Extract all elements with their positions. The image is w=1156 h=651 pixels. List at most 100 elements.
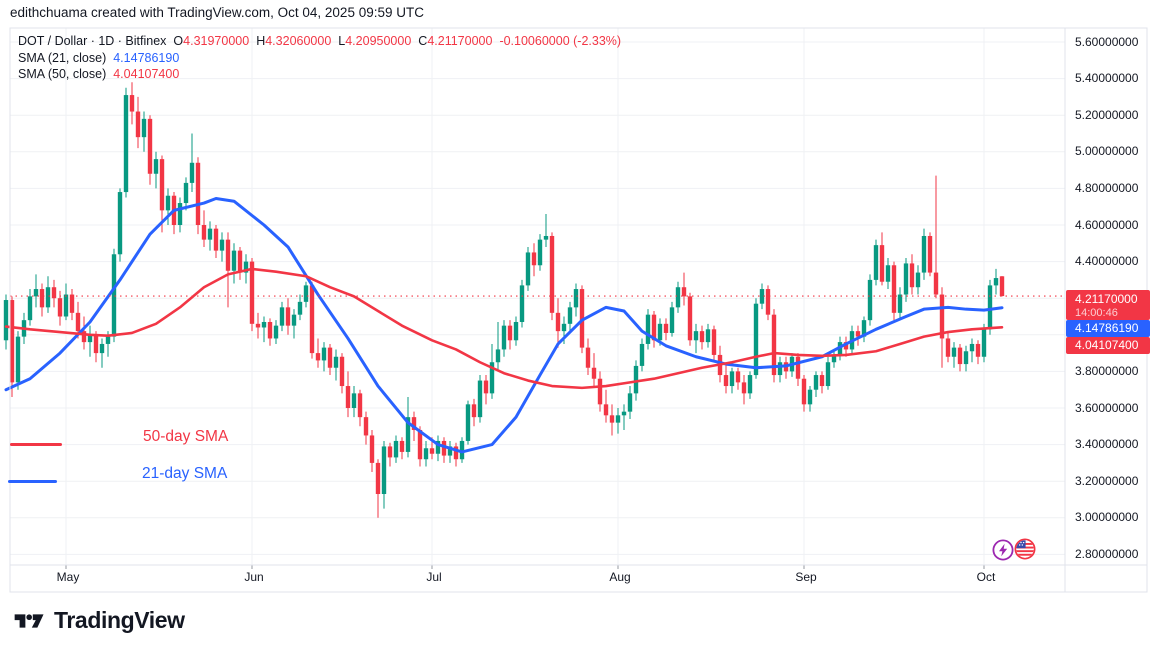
close-value: C4.21170000 — [418, 34, 493, 48]
candle-body — [873, 245, 879, 280]
candle-body — [237, 250, 243, 273]
candle-body — [987, 285, 993, 330]
price-tick-label: 3.20000000 — [1075, 473, 1139, 488]
candle-body — [735, 371, 741, 383]
sma21-row: SMA (21, close) 4.14786190 — [18, 50, 621, 67]
candle-body — [231, 250, 237, 271]
price-tick-label: 4.80000000 — [1075, 180, 1139, 195]
candle-body — [393, 440, 399, 458]
candle-body — [951, 347, 957, 357]
candle-body — [615, 415, 621, 423]
candle-body — [459, 440, 465, 460]
candle-body — [603, 404, 609, 416]
candle-body — [471, 404, 477, 418]
candle-body — [759, 289, 765, 304]
candle-body — [351, 393, 357, 408]
candle-body — [357, 393, 363, 418]
candle-body — [261, 321, 267, 328]
chart-legend-header: DOT / Dollar · 1D · Bitfinex O4.31970000… — [18, 33, 621, 83]
candle-body — [465, 404, 471, 441]
candle-body — [195, 162, 201, 225]
candle-body — [621, 411, 627, 416]
candle-body — [957, 347, 963, 365]
candle-body — [399, 440, 405, 452]
candle-body — [573, 289, 579, 308]
candle-body — [561, 323, 567, 332]
candle-body — [885, 265, 891, 282]
candle-body — [117, 192, 123, 255]
candle-body — [609, 415, 615, 423]
candle-body — [993, 278, 999, 286]
candle-body — [639, 343, 645, 366]
candle-body — [309, 285, 315, 354]
candle-body — [135, 111, 141, 138]
candle-body — [213, 228, 219, 251]
candle-body — [417, 429, 423, 460]
price-tick-label: 3.00000000 — [1075, 510, 1139, 525]
sma50-label: SMA (50, close) — [18, 67, 107, 81]
open-value: O4.31970000 — [173, 34, 250, 48]
candle-body — [981, 329, 987, 357]
candle-body — [651, 314, 657, 341]
attribution-text: edithchuama created with TradingView.com… — [10, 5, 424, 20]
candle-body — [339, 356, 345, 387]
price-tick-label: 3.80000000 — [1075, 363, 1139, 378]
candle-body — [111, 254, 117, 337]
candle-body — [51, 287, 57, 299]
candle-body — [291, 314, 297, 326]
price-tick-label: 5.00000000 — [1075, 144, 1139, 159]
low-value: L4.20950000 — [338, 34, 412, 48]
candle-body — [693, 331, 699, 341]
candle-body — [69, 294, 75, 313]
badge-price-text: 4.04107400 — [1075, 338, 1139, 353]
candle-body — [477, 380, 483, 418]
sma50-value: 4.04107400 — [113, 67, 180, 81]
countdown-timer: 14:00:46 — [1075, 306, 1118, 319]
candle-body — [315, 353, 321, 361]
badge-price-text: 4.14786190 — [1075, 321, 1139, 336]
candle-body — [255, 323, 261, 328]
candle-body — [381, 446, 387, 495]
candle-body — [891, 265, 897, 313]
tradingview-logo[interactable]: TradingView — [13, 607, 185, 634]
candle-body — [777, 362, 783, 376]
candle-body — [303, 285, 309, 302]
candle-body — [531, 252, 537, 266]
candle-body — [81, 331, 87, 343]
symbol-row: DOT / Dollar · 1D · Bitfinex O4.31970000… — [18, 33, 621, 50]
candle-body — [711, 329, 717, 355]
candle-body — [123, 95, 129, 193]
tradingview-logo-mark — [14, 613, 44, 628]
candle-body — [105, 336, 111, 344]
candle-body — [369, 435, 375, 463]
candle-body — [45, 287, 51, 308]
us-flag-icon[interactable] — [1014, 538, 1036, 560]
sma21-price-badge: 4.14786190 — [1066, 320, 1150, 338]
candle-body — [723, 375, 729, 387]
candle-body — [75, 312, 81, 332]
candle-body — [279, 307, 285, 326]
candle-body — [921, 235, 927, 273]
candle-body — [411, 417, 417, 430]
candle-body — [705, 329, 711, 343]
badge-price-text: 4.21170000 — [1075, 291, 1138, 306]
high-value: H4.32060000 — [256, 34, 332, 48]
candle-body — [333, 356, 339, 368]
sma50-line — [4, 267, 1004, 390]
candle-body — [435, 440, 441, 454]
candle-body — [801, 378, 807, 405]
candle-body — [585, 347, 591, 368]
candle-body — [939, 294, 945, 339]
candle-body — [321, 347, 327, 361]
price-tick-label: 5.20000000 — [1075, 107, 1139, 122]
lightning-icon[interactable] — [992, 539, 1014, 561]
candle-body — [63, 294, 69, 317]
candle-body — [537, 239, 543, 266]
candle-body — [753, 303, 759, 376]
candle-body — [669, 307, 675, 333]
candle-body — [681, 287, 687, 297]
price-axis[interactable]: 5.60000000 5.40000000 5.20000000 5.00000000… — [1065, 0, 1156, 651]
candle-body — [129, 95, 135, 112]
candle-body — [501, 325, 507, 350]
